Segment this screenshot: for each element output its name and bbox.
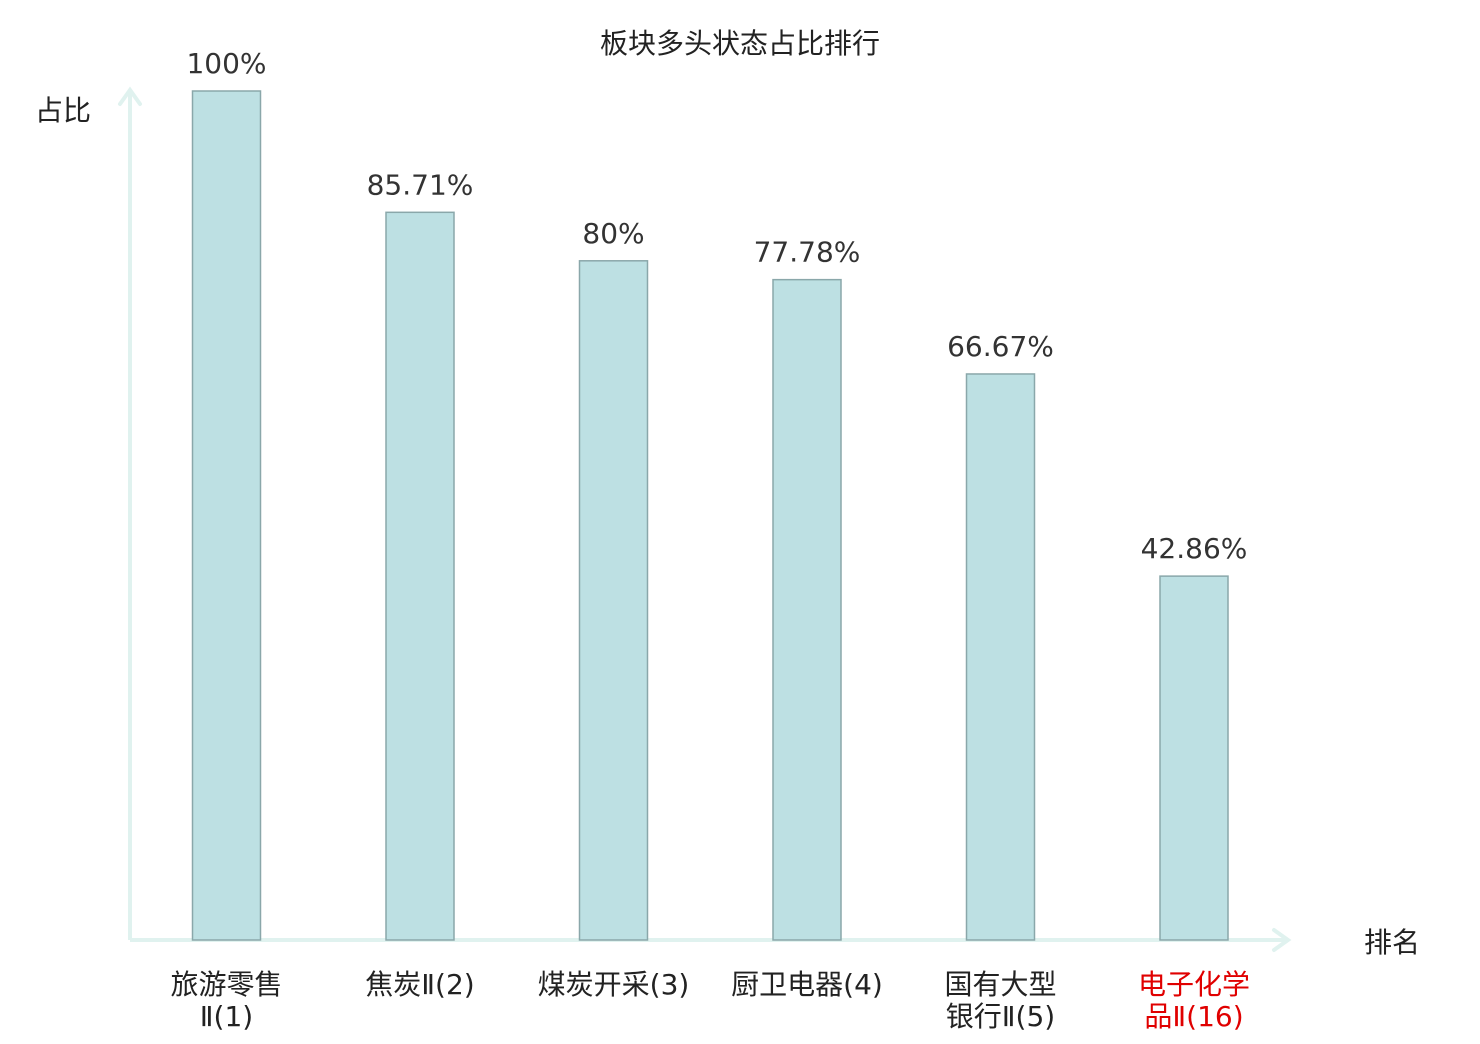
category-label: 旅游零售 bbox=[170, 968, 282, 1001]
value-label: 85.71% bbox=[367, 168, 474, 201]
x-axis-label: 排名 bbox=[1364, 926, 1420, 959]
bars bbox=[191, 90, 1229, 941]
category-label: 品Ⅱ(16) bbox=[1144, 1000, 1243, 1033]
value-label: 42.86% bbox=[1141, 532, 1248, 565]
category-label: Ⅱ(1) bbox=[200, 1000, 253, 1033]
bar bbox=[772, 278, 842, 941]
category-label: 煤炭开采(3) bbox=[538, 968, 690, 1001]
bar bbox=[385, 211, 455, 941]
value-label: 66.67% bbox=[947, 330, 1054, 363]
value-label: 77.78% bbox=[754, 236, 861, 269]
bar bbox=[578, 260, 649, 941]
value-label: 100% bbox=[186, 47, 266, 80]
category-label: 焦炭Ⅱ(2) bbox=[365, 968, 474, 1001]
y-axis-arrow bbox=[118, 86, 142, 106]
category-label: 国有大型 bbox=[944, 968, 1056, 1001]
chart-title: 板块多头状态占比排行 bbox=[600, 27, 880, 60]
x-axis-arrow bbox=[1272, 928, 1292, 952]
category-label: 厨卫电器(4) bbox=[731, 968, 883, 1001]
category-label: 银行Ⅱ(5) bbox=[946, 1000, 1055, 1033]
bar bbox=[1159, 575, 1229, 941]
value-labels: 100% 85.71% 80% 77.78% 66.67% 42.86% bbox=[186, 47, 1247, 565]
axes bbox=[118, 86, 1292, 952]
category-label: 电子化学 bbox=[1138, 968, 1250, 1001]
value-label: 80% bbox=[582, 217, 644, 250]
bar bbox=[965, 373, 1036, 941]
bar bbox=[191, 90, 262, 941]
y-axis-label: 占比 bbox=[35, 94, 91, 127]
